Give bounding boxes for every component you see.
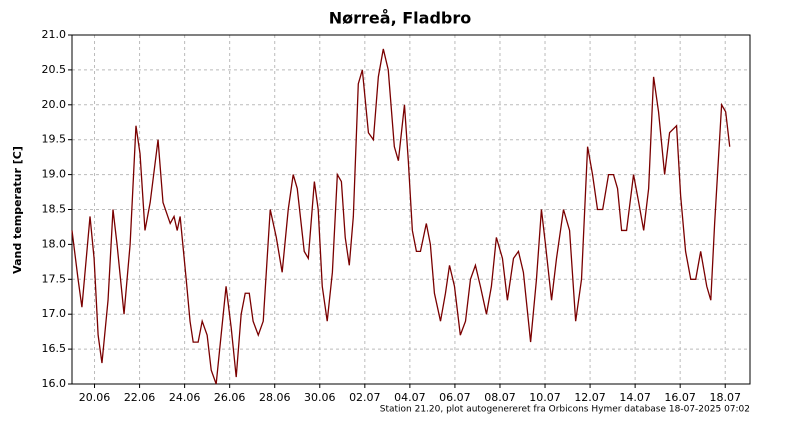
x-tick-label: 08.07 — [484, 391, 516, 404]
x-tick-label: 18.07 — [709, 391, 741, 404]
x-tick-label: 16.07 — [664, 391, 696, 404]
x-tick-label: 30.06 — [304, 391, 336, 404]
x-tick-label: 28.06 — [259, 391, 291, 404]
y-tick-label: 18.0 — [42, 237, 67, 250]
y-tick-label: 18.5 — [42, 203, 67, 216]
x-tick-label: 22.06 — [124, 391, 156, 404]
y-tick-label: 20.5 — [42, 63, 67, 76]
x-tick-label: 20.06 — [79, 391, 111, 404]
x-tick-label: 02.07 — [349, 391, 381, 404]
y-tick-label: 19.5 — [42, 133, 67, 146]
y-tick-label: 19.0 — [42, 168, 67, 181]
y-tick-label: 20.0 — [42, 98, 67, 111]
plot-frame — [71, 34, 751, 385]
x-tick-label: 14.07 — [619, 391, 651, 404]
x-tick-label: 04.07 — [394, 391, 426, 404]
x-tick-label: 26.06 — [214, 391, 246, 404]
x-tick-label: 24.06 — [169, 391, 201, 404]
footer: Station 21.20, plot autogenereret fra Or… — [380, 405, 750, 415]
y-axis-label: Vand temperatur [C] — [11, 146, 24, 274]
y-tick-label: 16.5 — [42, 342, 67, 355]
y-tick-label: 17.0 — [42, 307, 67, 320]
y-tick-label: 21.0 — [42, 28, 67, 41]
y-tick-label: 17.5 — [42, 272, 67, 285]
y-tick-label: 16.0 — [42, 377, 67, 390]
data-line — [71, 48, 731, 385]
x-tick-label: 10.07 — [529, 391, 561, 404]
chart-title: Nørreå, Fladbro — [329, 9, 471, 28]
x-tick-label: 12.07 — [574, 391, 606, 404]
x-tick-label: 06.07 — [439, 391, 471, 404]
